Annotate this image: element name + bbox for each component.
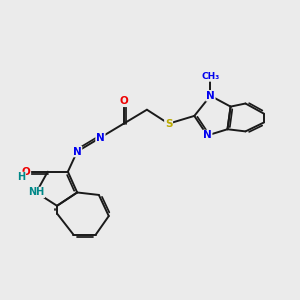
Text: S: S — [165, 119, 172, 129]
Text: H: H — [17, 172, 26, 182]
Text: N: N — [96, 133, 105, 142]
Text: CH₃: CH₃ — [201, 72, 220, 81]
Text: NH: NH — [28, 188, 44, 197]
Text: O: O — [22, 167, 30, 177]
Text: N: N — [206, 91, 215, 101]
Text: O: O — [119, 96, 128, 106]
Text: N: N — [73, 146, 82, 157]
Text: N: N — [203, 130, 212, 140]
